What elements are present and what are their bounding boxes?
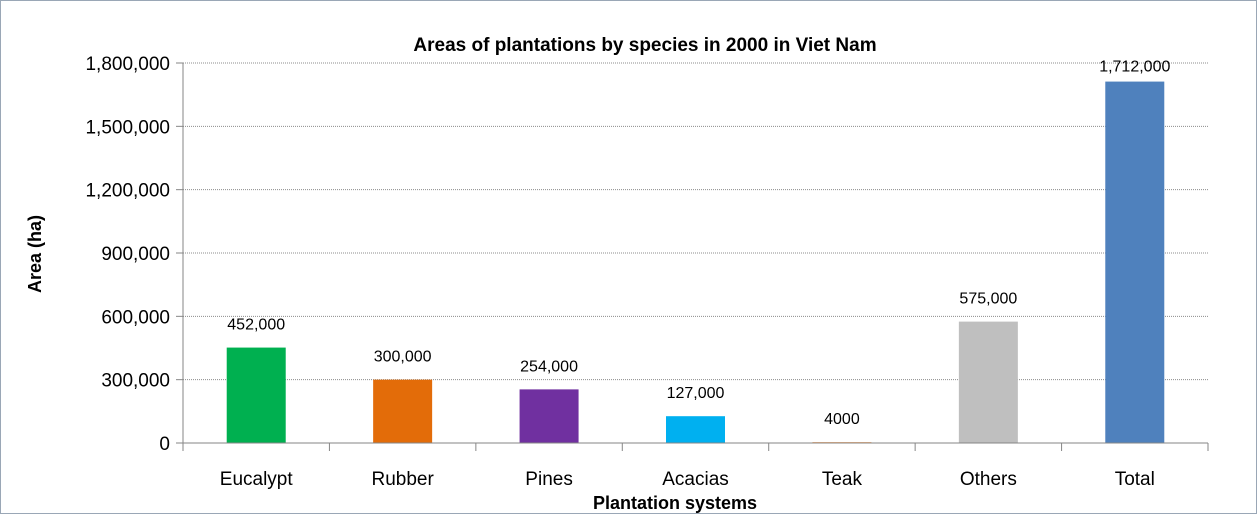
data-label: 127,000: [667, 385, 725, 402]
x-axis-title: Plantation systems: [593, 493, 757, 513]
y-tick-label: 600,000: [101, 307, 170, 328]
bar-others: [958, 321, 1018, 443]
chart-title: Areas of plantations by species in 2000 …: [413, 35, 876, 56]
bar-pines: [519, 389, 579, 443]
data-label: 1,712,000: [1099, 59, 1170, 76]
y-tick-label: 1,200,000: [85, 181, 170, 202]
x-tick-label: Acacias: [662, 469, 729, 490]
data-label: 254,000: [520, 358, 578, 375]
bar-acacias: [666, 416, 725, 443]
y-tick-label: 300,000: [101, 371, 170, 392]
data-label: 575,000: [959, 291, 1017, 308]
bar-total: [1105, 81, 1165, 444]
x-tick-label: Teak: [822, 469, 863, 490]
y-tick-label: 900,000: [101, 244, 170, 265]
x-tick-label: Eucalypt: [220, 469, 294, 490]
y-tick-label: 1,500,000: [85, 117, 170, 138]
bars: [226, 81, 1165, 444]
x-tick-label: Others: [960, 469, 1017, 490]
x-tick-label: Rubber: [371, 469, 434, 490]
bar-rubber: [373, 379, 433, 443]
bar-eucalypt: [226, 347, 286, 443]
y-tick-label: 0: [159, 434, 170, 455]
x-tick-label: Pines: [525, 469, 573, 490]
data-label: 452,000: [227, 317, 285, 334]
axes: 0 300,000 600,000 900,000 1,200,000 1,500,000…: [85, 54, 1209, 490]
data-labels: 452,000 300,000 254,000 127,000 4000 575,000 1…: [227, 59, 1170, 429]
y-tick-label: 1,800,000: [85, 54, 170, 75]
data-label: 4000: [824, 411, 860, 428]
x-tick-label: Total: [1115, 469, 1155, 490]
y-axis-title: Area (ha): [25, 215, 45, 293]
data-label: 300,000: [374, 349, 432, 366]
gridlines: [183, 62, 1208, 381]
